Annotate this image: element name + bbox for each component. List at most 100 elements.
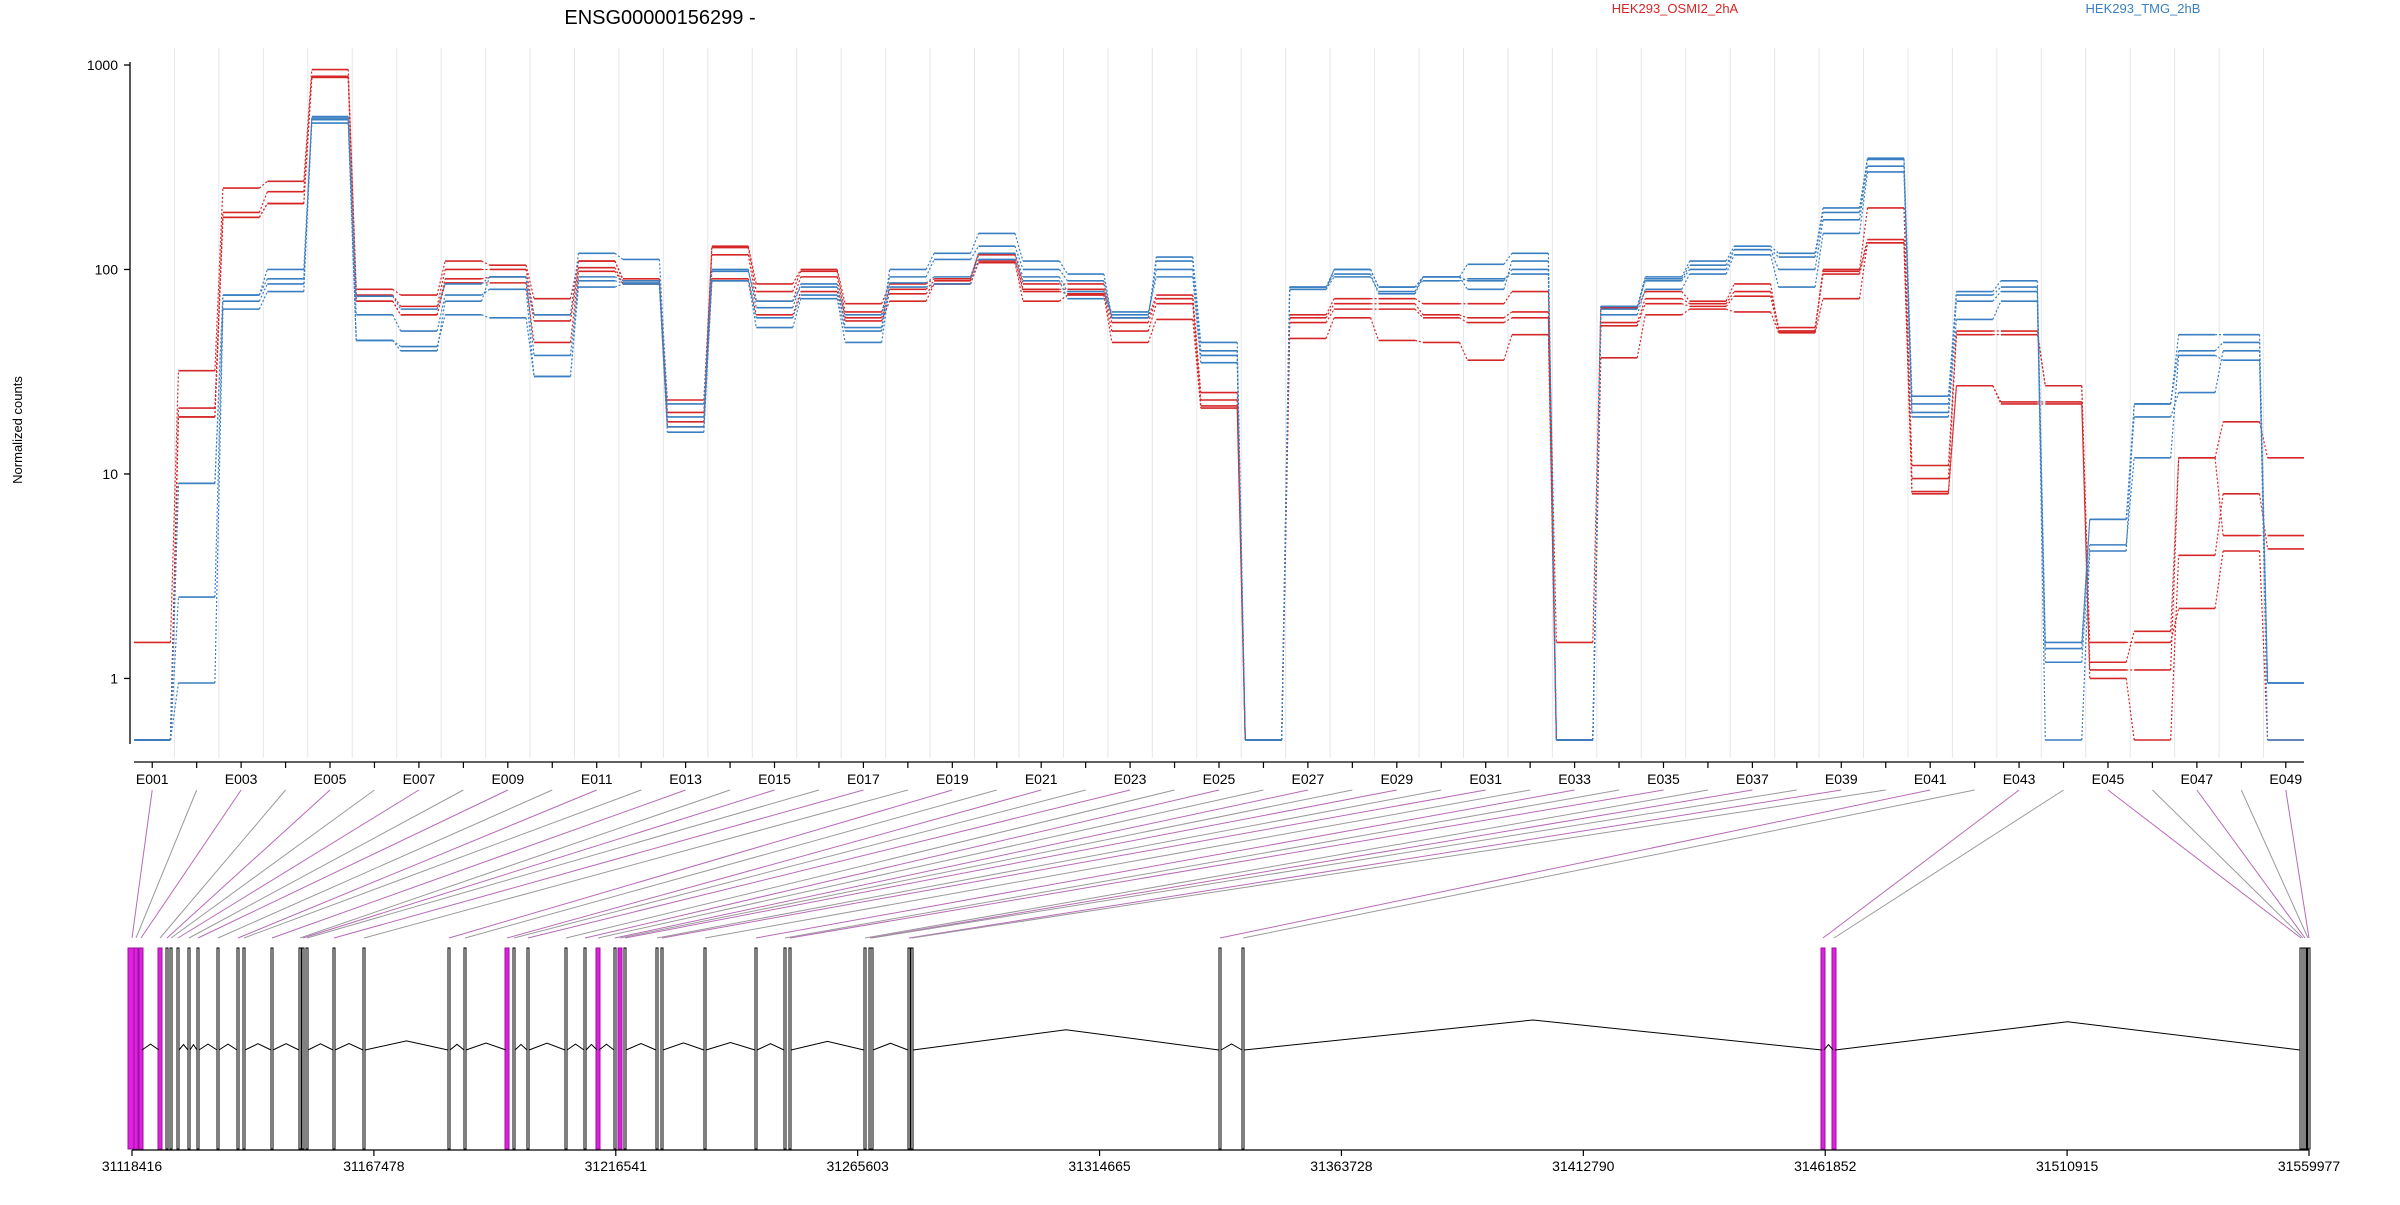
exon-connector: [271, 789, 686, 939]
genome-tick-label: 31216541: [585, 1158, 648, 1174]
exon-connector: [869, 789, 1753, 939]
exon-block: [1218, 947, 1222, 1150]
x-tick-label: E025: [1203, 771, 1236, 787]
x-tick-label: E017: [847, 771, 880, 787]
x-tick-label: E045: [2092, 771, 2125, 787]
genome-tick-label: 31314665: [1068, 1158, 1131, 1174]
series-connector: [1947, 385, 1958, 492]
series-connector: [1414, 339, 1424, 343]
series-connector: [1059, 290, 1068, 295]
x-tick-label: E019: [936, 771, 969, 787]
series-connector: [214, 295, 224, 484]
series-connector: [1725, 245, 1735, 262]
intron-line: [334, 1043, 364, 1051]
series-connector: [925, 259, 935, 278]
exon-block: [305, 947, 309, 1150]
series-connector: [747, 269, 757, 308]
exon-connector: [306, 789, 820, 939]
x-tick-label: E007: [403, 771, 436, 787]
series-connector: [1636, 291, 1646, 309]
x-tick-label: E005: [314, 771, 347, 787]
series-connector: [703, 280, 713, 433]
series-connector: [1414, 298, 1424, 305]
series-connector: [1370, 273, 1380, 295]
exon-connector: [237, 789, 597, 939]
exon-connector: [1242, 789, 1975, 939]
exon-block: [1820, 947, 1826, 1150]
series-connector: [1814, 273, 1824, 332]
series-connector: [1770, 245, 1780, 254]
series-layer: [134, 68, 2304, 741]
genome-tick-label: 31510915: [2036, 1158, 2099, 1174]
series-connector: [569, 287, 580, 377]
series-connector: [258, 269, 268, 296]
exon-connector: [135, 789, 198, 939]
exon-connector: [513, 789, 1086, 939]
exon-connector: [188, 789, 464, 939]
intron-line: [912, 1029, 1220, 1051]
series-connector: [881, 283, 891, 304]
series-connector: [1414, 276, 1424, 295]
series-connector: [792, 291, 802, 316]
series-connector: [214, 188, 224, 371]
y-tick-label: 1000: [87, 57, 118, 73]
series-connector: [2258, 360, 2269, 684]
exon-block: [2307, 947, 2311, 1150]
exon-connector: [656, 789, 1442, 939]
x-tick-label: E029: [1380, 771, 1413, 787]
series-connector: [658, 259, 668, 404]
genome-tick-label: 31461852: [1794, 1158, 1857, 1174]
exon-block: [788, 947, 792, 1150]
genome-tick-label: 31363728: [1310, 1158, 1373, 1174]
intron-line: [1823, 1043, 1834, 1051]
intron-line: [566, 1043, 585, 1051]
series-connector: [2081, 519, 2091, 643]
exon-block: [595, 947, 601, 1150]
series-connector: [1325, 276, 1335, 290]
genome-tick-label: 31118416: [102, 1158, 162, 1174]
series-connector: [2170, 457, 2180, 632]
intron-line: [198, 1043, 218, 1051]
intron-line: [465, 1042, 507, 1051]
series-connector: [836, 276, 846, 318]
exon-connector: [784, 789, 1620, 939]
series-connector: [392, 300, 402, 316]
series-connector: [1325, 308, 1335, 323]
exon-block: [703, 947, 707, 1150]
exon-connector: [704, 789, 1531, 939]
series-connector: [1770, 249, 1780, 270]
series-connector: [1147, 294, 1157, 319]
series-connector: [836, 298, 846, 343]
series-connector: [1636, 314, 1646, 358]
exon-connector: [565, 789, 1175, 939]
series-connector: [1459, 276, 1468, 282]
axes-layer: 1 10 100 1000 E001 E003 E005 E007 E009 E011 E013 E0…: [87, 57, 2304, 787]
series-connector: [1459, 278, 1468, 282]
series-connector: [1281, 287, 1291, 741]
legend-tmg: HEK293_TMG_2hB: [2086, 1, 2201, 16]
series-connector: [214, 301, 224, 598]
series-connector: [525, 276, 535, 322]
series-connector: [1814, 212, 1824, 258]
series-connector: [2170, 457, 2180, 671]
exon-connector: [661, 789, 1486, 939]
exon-block: [447, 947, 451, 1150]
series-connector: [747, 247, 757, 292]
intron-line: [585, 1043, 598, 1051]
series-connector: [836, 283, 846, 328]
series-connector: [703, 280, 713, 427]
y-tick-label: 100: [95, 261, 119, 277]
exon-connector: [584, 789, 1220, 939]
series-connector: [1547, 311, 1557, 741]
intron-line: [756, 1043, 785, 1051]
series-connector: [2081, 550, 2091, 741]
genome-tick-label: 31167478: [343, 1158, 404, 1174]
exon-connector: [363, 789, 908, 939]
series-connector: [1725, 254, 1735, 275]
series-connector: [1681, 260, 1691, 278]
series-connector: [1725, 249, 1735, 266]
x-tick-label: E023: [1114, 771, 1147, 787]
x-tick-label: E039: [1825, 771, 1858, 787]
exon-connector: [597, 789, 1264, 939]
series-connector: [1947, 319, 1958, 418]
